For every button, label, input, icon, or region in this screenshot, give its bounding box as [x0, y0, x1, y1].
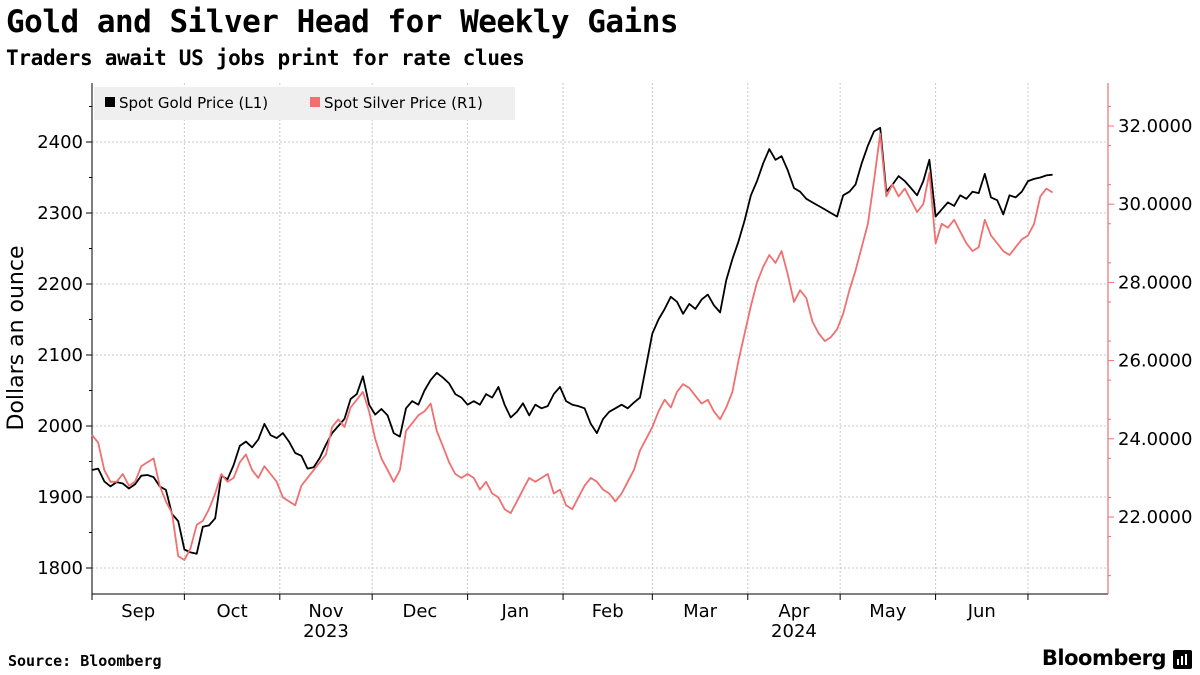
x-month-label: Feb	[592, 601, 624, 622]
left-tick-label: 2100	[37, 345, 83, 366]
x-month-label: Nov	[308, 601, 343, 622]
right-tick-label: 22.0000	[1118, 507, 1192, 528]
legend-box	[94, 87, 515, 120]
right-tick-label: 24.0000	[1118, 429, 1192, 450]
legend-label-silver: Spot Silver Price (R1)	[324, 94, 483, 112]
x-month-label: Dec	[402, 601, 437, 622]
right-tick-label: 32.0000	[1118, 116, 1192, 137]
left-tick-label: 2200	[37, 274, 83, 295]
x-month-label: Jan	[500, 601, 529, 622]
chart-title: Gold and Silver Head for Weekly Gains	[6, 4, 679, 40]
x-month-label: Sep	[121, 601, 155, 622]
right-tick-label: 26.0000	[1118, 351, 1192, 372]
left-tick-label: 2400	[37, 132, 83, 153]
chart-subtitle: Traders await US jobs print for rate clu…	[6, 46, 525, 70]
source-note: Source: Bloomberg	[8, 652, 162, 670]
left-tick-label: 1800	[37, 558, 83, 579]
x-month-label: Apr	[778, 601, 810, 622]
line-chart: 1800 1900 2000 2100 2200 2300 2400 22.0000 24.00…	[4, 83, 1192, 640]
y-axis-title: Dollars an ounce	[4, 245, 29, 430]
right-tick-label: 30.0000	[1118, 194, 1192, 215]
right-tick-label: 28.0000	[1118, 272, 1192, 293]
x-month-label: Jun	[967, 601, 996, 622]
x-month-label: Oct	[217, 601, 248, 622]
gold-price-line	[91, 126, 1053, 555]
legend-swatch-silver	[310, 97, 320, 107]
left-tick-label: 2300	[37, 203, 83, 224]
x-month-label: Mar	[683, 601, 718, 622]
legend-label-gold: Spot Gold Price (L1)	[119, 94, 268, 112]
silver-price-line	[91, 132, 1054, 561]
bar-chart-icon	[1173, 650, 1192, 669]
left-tick-label: 1900	[37, 487, 83, 508]
x-year-label: 2023	[303, 621, 349, 640]
x-year-label: 2024	[771, 621, 817, 640]
legend-swatch-gold	[105, 97, 115, 107]
x-month-label: May	[869, 601, 907, 622]
brand-logo: Bloomberg	[1041, 646, 1167, 670]
left-tick-label: 2000	[37, 416, 83, 437]
